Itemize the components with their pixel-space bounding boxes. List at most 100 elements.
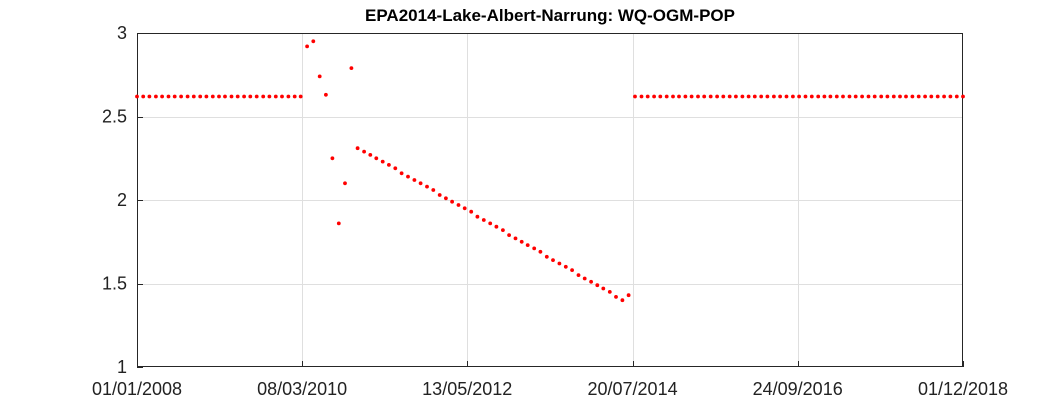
data-point	[847, 94, 852, 99]
data-point	[935, 94, 940, 99]
data-point	[538, 249, 543, 254]
data-point	[689, 94, 694, 99]
data-point	[494, 224, 499, 229]
data-point	[349, 66, 354, 70]
data-point	[923, 94, 927, 99]
data-point	[910, 94, 915, 99]
data-point	[229, 94, 234, 99]
data-point	[450, 199, 454, 204]
data-point	[727, 94, 732, 99]
data-point	[702, 94, 707, 99]
data-point	[286, 94, 291, 99]
data-point	[507, 233, 511, 238]
data-point	[601, 286, 606, 291]
data-point	[437, 193, 442, 197]
x-tick-label: 01/01/2008	[92, 379, 182, 399]
data-point	[734, 94, 738, 99]
axis-ticks	[137, 33, 964, 368]
data-point	[387, 163, 391, 167]
x-tick-label: 01/12/2018	[918, 379, 1008, 399]
tick-labels: 01/01/2008 08/03/2010 13/05/2012 20/07/2014…	[92, 23, 1008, 399]
data-point	[481, 218, 486, 222]
data-point	[860, 94, 864, 99]
data-point	[607, 290, 612, 294]
data-point	[633, 94, 637, 99]
x-tick-label: 20/07/2014	[588, 379, 678, 399]
data-point	[311, 39, 316, 44]
data-point	[683, 94, 688, 99]
data-point	[147, 94, 152, 99]
data-point	[462, 206, 467, 211]
data-point	[235, 94, 240, 99]
data-point	[374, 156, 379, 161]
data-point	[343, 181, 347, 186]
x-tick-label: 24/09/2016	[753, 379, 843, 399]
data-point	[242, 94, 247, 99]
data-point	[576, 273, 581, 277]
data-point	[292, 94, 297, 99]
data-point	[355, 146, 360, 151]
data-point	[135, 94, 139, 99]
data-point	[797, 94, 801, 99]
data-point	[210, 94, 215, 99]
data-point	[614, 295, 618, 299]
data-point	[898, 94, 902, 99]
data-point	[532, 246, 537, 251]
data-point	[589, 279, 593, 284]
data-point	[324, 92, 328, 97]
data-point	[715, 94, 719, 99]
data-point	[853, 94, 858, 99]
data-point	[879, 94, 884, 99]
data-point	[708, 94, 713, 99]
data-point	[942, 94, 946, 99]
data-point	[191, 94, 196, 99]
data-point	[418, 181, 423, 186]
data-point	[677, 94, 681, 99]
data-point	[929, 94, 934, 99]
data-point	[261, 94, 266, 99]
data-point	[582, 276, 587, 281]
data-point	[469, 209, 474, 214]
data-point	[645, 94, 650, 99]
grid-lines	[137, 33, 963, 367]
data-point	[765, 94, 770, 99]
data-point	[185, 94, 190, 99]
data-point	[658, 94, 663, 99]
data-point	[362, 149, 366, 154]
data-point	[172, 94, 177, 99]
data-point	[166, 94, 171, 99]
data-point	[444, 196, 448, 201]
data-point	[557, 261, 562, 266]
data-point	[254, 94, 259, 99]
data-point	[784, 94, 789, 99]
data-point	[752, 94, 757, 99]
data-point	[412, 178, 417, 182]
data-point	[740, 94, 745, 99]
data-point	[563, 264, 568, 269]
data-point	[204, 94, 209, 99]
data-point	[141, 94, 146, 99]
data-point	[544, 254, 549, 259]
data-point	[336, 221, 341, 226]
data-point	[393, 166, 398, 171]
data-point	[885, 94, 890, 99]
data-point	[399, 171, 404, 176]
data-point	[639, 94, 644, 99]
data-point	[267, 94, 272, 99]
data-point	[501, 228, 505, 233]
data-point	[595, 283, 600, 288]
data-point	[280, 94, 284, 99]
data-point	[298, 94, 303, 99]
data-point	[961, 94, 965, 99]
data-point	[551, 258, 555, 262]
chart-title: EPA2014-Lake-Albert-Narrung: WQ-OGM-POP	[365, 6, 735, 25]
data-point	[778, 94, 782, 99]
data-point	[519, 239, 524, 244]
data-point	[664, 94, 669, 99]
y-tick-label: 2.5	[102, 107, 127, 127]
data-point	[217, 94, 221, 99]
x-tick-label: 08/03/2010	[257, 379, 347, 399]
data-point	[525, 243, 530, 248]
data-point	[916, 94, 921, 99]
